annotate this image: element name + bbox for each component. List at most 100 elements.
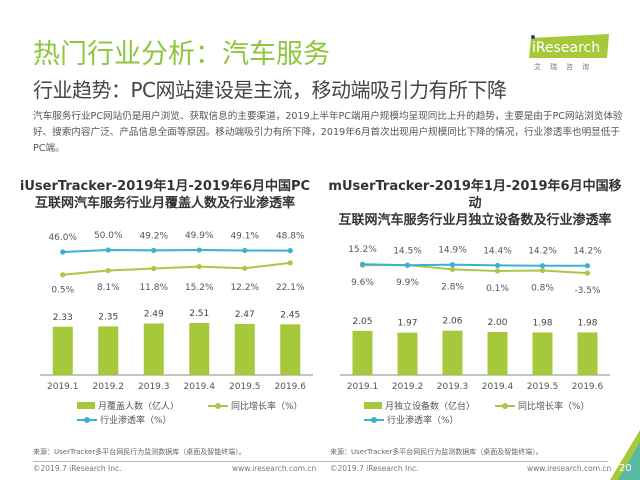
x-tick-label: 2019.1 — [47, 382, 79, 392]
bar-data-label: 2.00 — [487, 318, 507, 328]
bar-data-label: 1.97 — [397, 319, 417, 329]
line-point — [105, 267, 111, 274]
line-point — [287, 248, 293, 254]
x-tick-label: 2019.3 — [138, 382, 170, 392]
bar-data-label: 1.98 — [532, 318, 552, 328]
penetration-data-label: 46.0% — [48, 233, 77, 243]
line-point — [449, 262, 456, 268]
legend-swatch — [77, 416, 97, 423]
line-point — [359, 261, 366, 267]
growth-data-label: 15.2% — [185, 283, 214, 293]
growth-data-label: 0.5% — [51, 286, 74, 296]
corner-decoration — [610, 430, 640, 480]
line-point — [105, 247, 111, 253]
body-text: 汽车服务行业PC网站仍是用户浏览、获取信息的主要渠道，2019上半年PC端用户规… — [33, 111, 623, 154]
legend-label: 行业渗透率（%） — [100, 416, 172, 426]
bar-data-label: 2.51 — [189, 309, 209, 319]
logo-text: iResearch — [532, 40, 600, 56]
chart-title-pc: iUserTracker-2019年1月-2019年6月中国PC 互联网汽车服务… — [15, 178, 315, 212]
x-tick-label: 2019.6 — [572, 382, 604, 392]
line-point — [539, 263, 546, 269]
legend-label: 月覆盖人数（亿人） — [98, 402, 180, 412]
footer-url-right[interactable]: www.iresearch.com.cn — [527, 464, 612, 473]
page-title: 热门行业分析：汽车服务 — [33, 39, 330, 70]
line-point — [404, 262, 411, 268]
penetration-data-label: 14.4% — [483, 246, 512, 256]
legend-label: 行业渗透率（%） — [387, 416, 459, 426]
penetration-rate-line — [62, 248, 291, 253]
penetration-data-label: 49.1% — [230, 231, 259, 241]
bar — [143, 323, 164, 375]
line-point — [242, 265, 248, 271]
bar — [532, 332, 553, 375]
growth-data-label: 0.1% — [486, 284, 509, 294]
chart-title-mobile: mUserTracker-2019年1月-2019年6月中国移动 互联网汽车服务… — [325, 178, 625, 229]
legend-swatch — [364, 402, 382, 409]
legend-label: 同比增长率（%） — [231, 402, 303, 412]
x-tick-label: 2019.5 — [527, 382, 559, 392]
line-point — [539, 267, 546, 274]
iresearch-logo: iResearch — [529, 34, 609, 58]
bar-data-label: 2.05 — [352, 317, 372, 327]
bar-data-label: 2.45 — [280, 310, 300, 320]
x-tick-label: 2019.2 — [93, 382, 125, 392]
growth-data-label: 9.9% — [396, 278, 419, 288]
penetration-data-label: 49.2% — [139, 231, 168, 241]
line-point — [196, 264, 202, 270]
line-point — [494, 268, 501, 274]
x-tick-label: 2019.6 — [275, 382, 307, 392]
bar-data-label: 2.47 — [235, 310, 255, 320]
bar — [577, 332, 598, 375]
chart-title-line: mUserTracker-2019年1月-2019年6月中国移动 — [328, 179, 622, 211]
source-note-pc: 来源：UserTracker多平台网民行为监测数据库（桌面及智能终端）。 — [33, 448, 246, 456]
x-tick-label: 2019.1 — [347, 382, 379, 392]
growth-rate-line — [62, 261, 291, 276]
legend-label: 月独立设备数（亿台） — [385, 402, 476, 412]
growth-data-label: 0.8% — [531, 284, 554, 294]
growth-data-label: 8.1% — [97, 283, 120, 293]
legend-growth-pc: 同比增长率（%） — [208, 399, 303, 412]
footer-divider — [33, 461, 608, 462]
bar — [189, 323, 210, 375]
legend-swatch — [77, 402, 95, 409]
line-point — [151, 265, 157, 272]
line-point — [196, 247, 202, 253]
line-point — [60, 272, 66, 278]
x-tick-label: 2019.5 — [229, 382, 261, 392]
x-tick-label: 2019.4 — [184, 382, 216, 392]
bar — [52, 326, 73, 375]
penetration-data-label: 15.2% — [348, 245, 377, 255]
bar-data-label: 2.35 — [98, 312, 118, 322]
bar — [98, 326, 119, 375]
growth-data-label: 9.6% — [351, 278, 374, 288]
legend-bar-mobile: 月独立设备数（亿台） — [364, 399, 475, 412]
page-subtitle: 行业趋势：PC网站建设是主流，移动端吸引力有所下降 — [33, 78, 507, 102]
line-point — [242, 247, 248, 254]
penetration-data-label: 14.2% — [528, 247, 557, 257]
penetration-data-label: 14.9% — [438, 246, 467, 256]
growth-data-label: 2.8% — [441, 282, 464, 292]
bar — [280, 324, 301, 375]
footer-url[interactable]: www.iresearch.com.cn — [232, 464, 317, 473]
line-point — [151, 247, 157, 253]
line-point — [584, 270, 591, 276]
x-tick-label: 2019.2 — [392, 382, 424, 392]
penetration-data-label: 49.9% — [185, 231, 214, 241]
line-point — [494, 262, 501, 268]
legend-penetration-pc: 行业渗透率（%） — [77, 413, 172, 426]
bar — [234, 323, 255, 375]
penetration-data-label: 50.0% — [94, 231, 123, 241]
bar-data-label: 2.06 — [442, 317, 462, 327]
page-number: 20 — [619, 463, 632, 474]
footer-copyright-right: ©2019.7 iResearch Inc. — [330, 464, 419, 473]
legend-swatch — [364, 416, 384, 423]
bar-data-label: 2.49 — [144, 309, 164, 319]
growth-data-label: 11.8% — [139, 283, 168, 293]
x-tick-label: 2019.4 — [482, 382, 514, 392]
growth-data-label: 12.2% — [230, 283, 259, 293]
legend-penetration-mobile: 行业渗透率（%） — [364, 413, 459, 426]
legend-growth-mobile: 同比增长率（%） — [495, 399, 590, 412]
legend-bar-pc: 月覆盖人数（亿人） — [77, 399, 179, 412]
legend-label: 同比增长率（%） — [518, 402, 590, 412]
penetration-data-label: 14.5% — [393, 246, 422, 256]
